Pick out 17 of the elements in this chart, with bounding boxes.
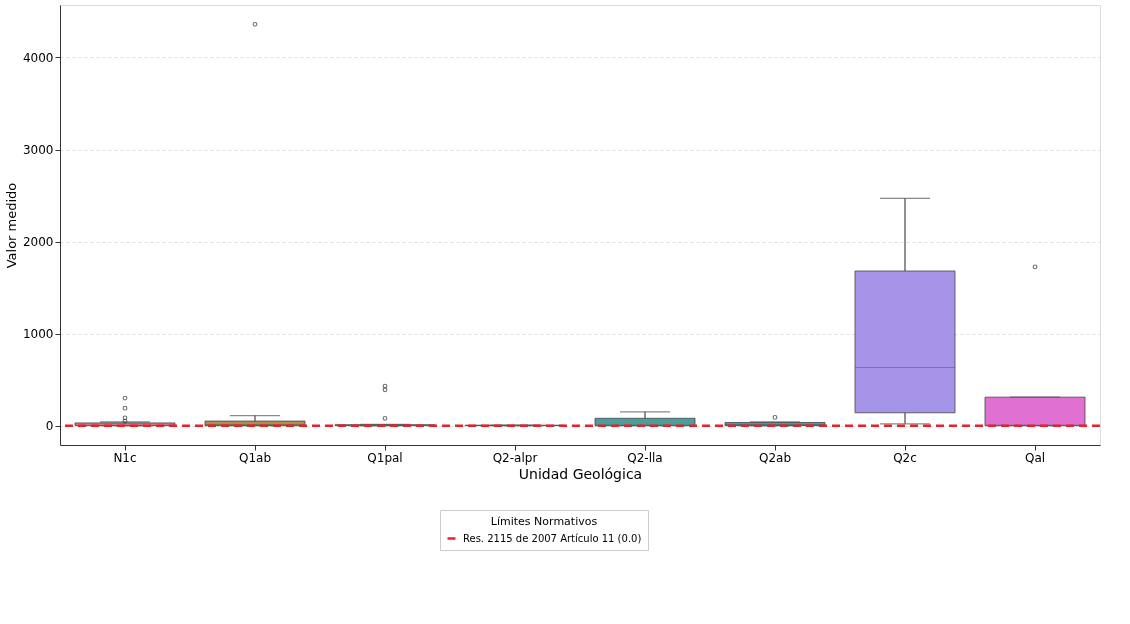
x-tick-label: Q2-alpr xyxy=(492,450,538,465)
y-tick-label: 0 xyxy=(45,419,54,434)
y-tick-label: 4000 xyxy=(22,50,54,65)
y-tick-label: 3000 xyxy=(22,143,54,158)
legend-title: Límites Normativos xyxy=(490,515,598,528)
legend-label: Res. 2115 de 2007 Artículo 11 (0.0) xyxy=(463,532,642,544)
x-tick-label: Q2c xyxy=(893,450,917,465)
x-tick-label: Q2ab xyxy=(758,450,792,465)
x-tick-label: Q2-lla xyxy=(627,450,663,465)
y-tick-label: 1000 xyxy=(22,327,54,342)
x-tick-label: Qal xyxy=(1024,450,1046,465)
x-tick-label: N1c xyxy=(113,450,137,465)
x-axis-title: Unidad Geológica xyxy=(518,465,643,482)
y-tick-label: 2000 xyxy=(22,235,54,250)
y-axis-title: Valor medido xyxy=(3,182,19,269)
x-tick-label: Q1ab xyxy=(238,450,272,465)
x-tick-label: Q1pal xyxy=(367,450,403,465)
